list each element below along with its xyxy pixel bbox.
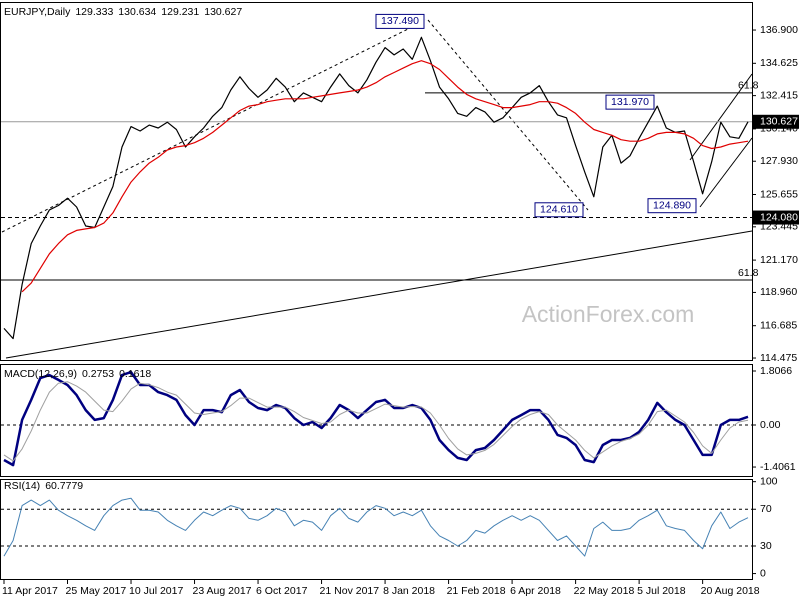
indicator-value: 0.1618 xyxy=(119,368,151,380)
x-tick-label: 21 Nov 2017 xyxy=(320,585,380,597)
y-tick-label: -1.4061 xyxy=(760,461,796,473)
level-label: 130.627 xyxy=(760,116,798,128)
series-line xyxy=(21,60,749,293)
fib-label: 61.8 xyxy=(738,267,759,279)
y-tick-label: 114.475 xyxy=(760,352,797,364)
annotation-box xyxy=(375,13,425,29)
y-tick-label: 0 xyxy=(760,567,766,579)
annotation-label: 137.490 xyxy=(381,15,419,27)
rsi-panel xyxy=(0,479,753,580)
y-tick-label: 1.8066 xyxy=(760,365,792,377)
indicator-value: 60.7779 xyxy=(45,480,83,492)
channel-line xyxy=(689,73,753,161)
x-tick-label: 20 Aug 2018 xyxy=(701,585,760,597)
series-line xyxy=(3,497,749,557)
series-line xyxy=(3,370,749,467)
y-tick-label: 30 xyxy=(760,540,772,552)
series-line xyxy=(3,381,749,462)
x-tick-label: 22 May 2018 xyxy=(574,585,635,597)
channel-line xyxy=(699,137,753,208)
ohlc-value: 130.627 xyxy=(204,6,242,18)
panel-title: MACD(12,26,9) xyxy=(4,368,77,380)
trendline xyxy=(427,19,589,211)
annotation-label: 131.970 xyxy=(611,96,649,108)
x-tick-label: 21 Feb 2018 xyxy=(447,585,506,597)
x-tick-label: 23 Aug 2017 xyxy=(193,585,252,597)
x-tick-label: 6 Oct 2017 xyxy=(256,585,308,597)
annotation-box xyxy=(605,94,655,110)
y-tick-label: 136.900 xyxy=(760,24,798,36)
x-tick-label: 25 May 2017 xyxy=(66,585,127,597)
y-tick-label: 134.625 xyxy=(760,57,798,69)
y-tick-label: 121.170 xyxy=(760,254,798,266)
y-tick-label: 100 xyxy=(760,475,778,487)
panel-title: EURJPY,Daily xyxy=(4,6,71,18)
trendlines xyxy=(1,19,753,359)
y-tick-label: 70 xyxy=(760,503,772,515)
ohlc-value: 129.231 xyxy=(161,6,199,18)
trendline xyxy=(1,19,427,233)
annotation-box xyxy=(647,198,697,214)
panel-title: RSI(14) xyxy=(4,480,40,492)
y-tick-label: 0.00 xyxy=(760,419,781,431)
annotation-label: 124.890 xyxy=(653,199,691,211)
y-tick-label: 127.930 xyxy=(760,155,798,167)
watermark: ActionForex.com xyxy=(522,301,695,327)
x-tick-label: 6 Apr 2018 xyxy=(510,585,561,597)
y-tick-label: 116.685 xyxy=(760,319,797,331)
y-tick-label: 132.415 xyxy=(760,89,798,101)
x-tick-label: 10 Jul 2017 xyxy=(129,585,183,597)
ohlc-value: 129.333 xyxy=(75,6,113,18)
trendline xyxy=(5,230,753,359)
y-tick-label: 125.655 xyxy=(760,188,798,200)
ohlc-value: 130.634 xyxy=(118,6,156,18)
x-tick-label: 11 Apr 2017 xyxy=(2,585,58,597)
x-tick-label: 8 Jan 2018 xyxy=(383,585,435,597)
y-tick-label: 118.960 xyxy=(760,286,797,298)
macd-panel xyxy=(0,364,753,477)
level-label: 124.080 xyxy=(760,211,798,223)
annotation-box xyxy=(534,202,584,218)
annotation-label: 124.610 xyxy=(540,204,578,216)
series-line xyxy=(3,36,749,340)
x-tick-label: 5 Jul 2018 xyxy=(637,585,686,597)
fib-label: 61.8 xyxy=(738,80,759,92)
level-box xyxy=(753,210,799,225)
indicator-value: 0.2753 xyxy=(82,368,114,380)
level-box xyxy=(753,114,799,129)
